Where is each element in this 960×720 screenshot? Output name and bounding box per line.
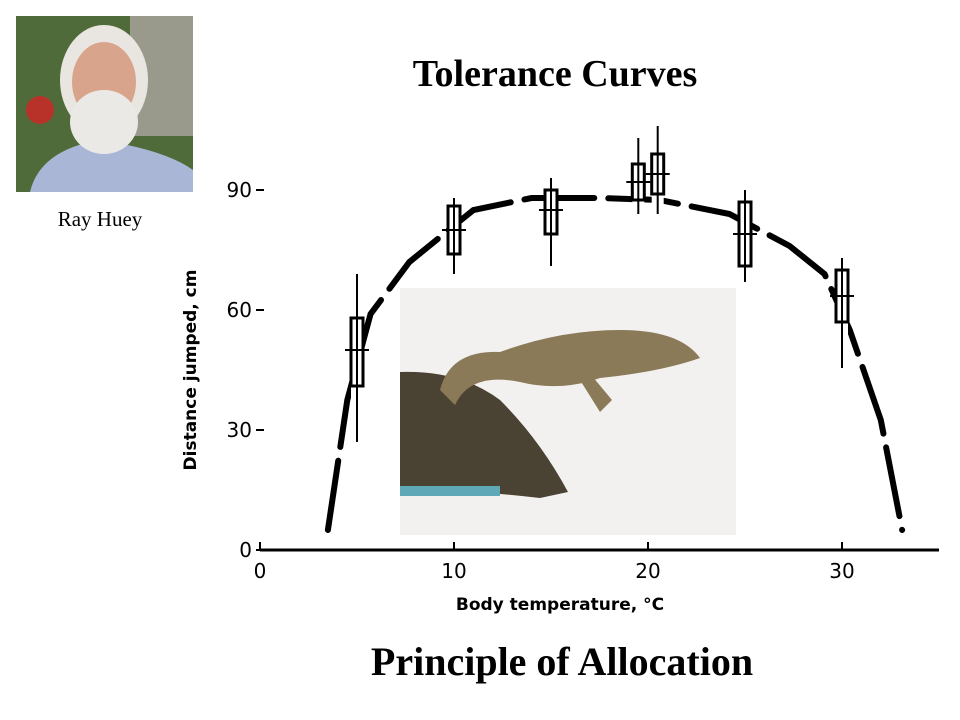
portrait	[16, 16, 193, 192]
y-tick-label: 60	[227, 298, 252, 322]
chart-title: Tolerance Curves	[413, 53, 698, 95]
photo-frog	[440, 330, 700, 405]
photo-water	[400, 486, 500, 496]
x-tick-label: 0	[254, 559, 267, 583]
box	[349, 316, 365, 388]
portrait-flower	[26, 96, 54, 124]
chart-subtitle: Principle of Allocation	[371, 639, 753, 684]
y-tick-label: 0	[239, 538, 252, 562]
y-axis-label: Distance jumped, cm	[181, 270, 201, 471]
photo-rock	[400, 371, 568, 498]
plot: 0 10 20 30 0 30 60 90	[227, 126, 939, 583]
portrait-shirt	[30, 140, 193, 192]
frog-photo	[400, 288, 736, 535]
caption: Ray Huey	[58, 207, 143, 231]
x-tick-label: 10	[441, 559, 466, 583]
y-tick-label: 90	[227, 178, 252, 202]
x-tick-label: 20	[635, 559, 660, 583]
y-tick-label: 30	[227, 418, 252, 442]
box	[543, 188, 559, 236]
portrait-beard	[70, 90, 138, 154]
x-tick-label: 30	[829, 559, 854, 583]
photo-frog-leg	[580, 376, 612, 412]
x-axis-label: Body temperature, °C	[456, 595, 664, 615]
